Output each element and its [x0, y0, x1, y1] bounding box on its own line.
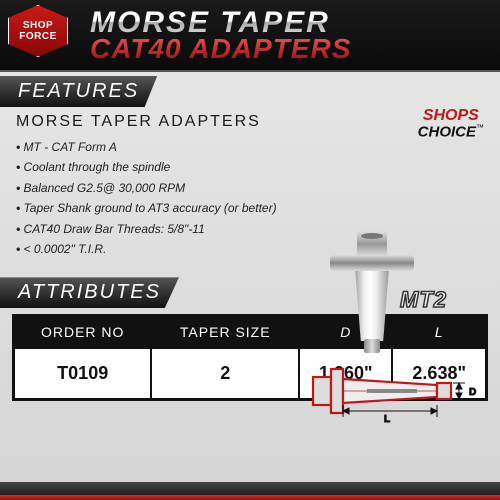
logo-line1: SHOP	[23, 20, 53, 31]
footer-accent	[0, 495, 500, 500]
table-cell: 2	[151, 348, 299, 400]
dim-d-text: D	[469, 387, 476, 398]
brand-logo: SHOP FORCE	[8, 5, 80, 65]
logo-line2: FORCE	[19, 31, 57, 42]
title-line2: CAT40 ADAPTERS	[90, 36, 351, 61]
badge-line1: SHOPS	[418, 109, 484, 123]
features-subtitle: MORSE TAPER ADAPTERS	[16, 113, 484, 131]
title-block: MORSE TAPER CAT40 ADAPTERS	[90, 9, 351, 61]
features-label: FEATURES	[0, 76, 157, 107]
feature-item: MT - CAT Form A	[16, 137, 484, 157]
feature-item: Balanced G2.5@ 30,000 RPM	[16, 178, 484, 198]
header: SHOP FORCE MORSE TAPER CAT40 ADAPTERS	[0, 0, 500, 72]
feature-item: Taper Shank ground to AT3 accuracy (or b…	[16, 198, 484, 218]
shops-choice-badge: SHOPS CHOICE™	[418, 109, 484, 142]
features-area: SHOPS CHOICE™ MORSE TAPER ADAPTERS MT - …	[0, 107, 500, 265]
product-schematic: L D	[307, 357, 482, 427]
product-image-area: MT2 L	[282, 227, 482, 427]
attributes-label: ATTRIBUTES	[0, 277, 179, 308]
product-label: MT2	[400, 287, 447, 313]
badge-line2: CHOICE	[418, 124, 476, 141]
table-cell: T0109	[14, 348, 152, 400]
title-line1: MORSE TAPER	[90, 9, 351, 36]
table-header-cell: ORDER NO	[14, 316, 152, 349]
feature-item: Coolant through the spindle	[16, 157, 484, 177]
dim-l-text: L	[384, 414, 390, 425]
badge-tm: ™	[476, 123, 484, 132]
table-header-cell: TAPER SIZE	[151, 316, 299, 349]
